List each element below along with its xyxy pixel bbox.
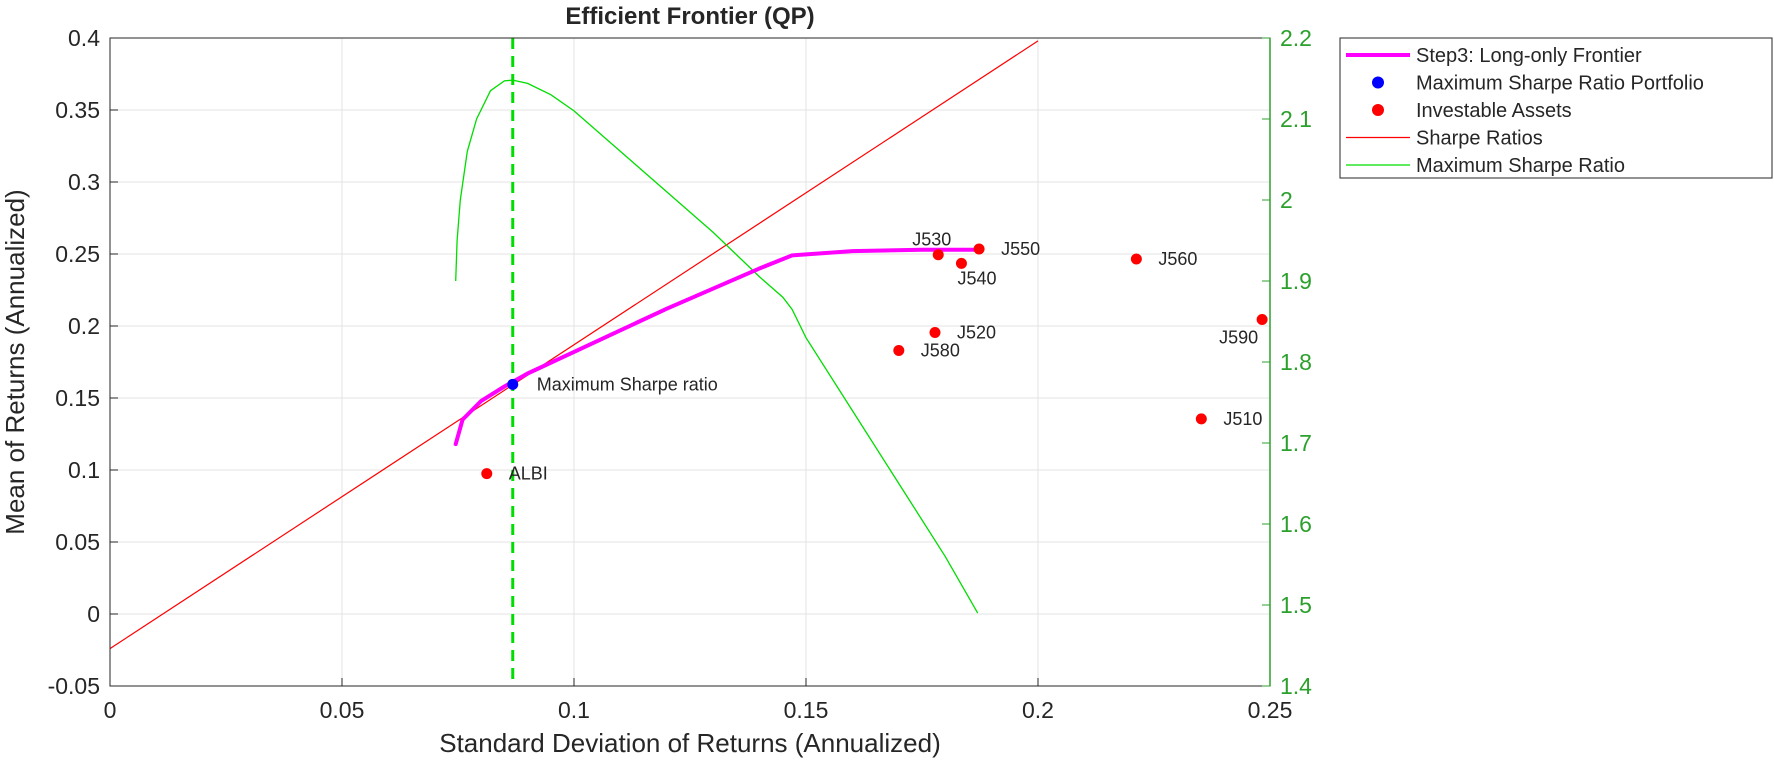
asset-label: J510	[1223, 409, 1262, 429]
legend-entry-label: Maximum Sharpe Ratio	[1416, 155, 1625, 177]
legend-swatch-dot	[1372, 76, 1384, 89]
y-tick-label: 0.05	[55, 529, 100, 555]
right-y-tick-label: 1.4	[1280, 673, 1312, 699]
y-axis-label: Mean of Returns (Annualized)	[0, 189, 30, 534]
right-y-tick-label: 2.1	[1280, 106, 1312, 132]
y-tick-label: 0	[87, 601, 100, 627]
right-y-tick-label: 1.8	[1280, 349, 1312, 375]
legend-entry-label: Maximum Sharpe Ratio Portfolio	[1416, 73, 1704, 95]
chart-title: Efficient Frontier (QP)	[565, 3, 814, 30]
x-tick-label: 0.25	[1248, 697, 1293, 723]
y-tick-label: 0.15	[55, 385, 100, 411]
x-tick-label: 0.05	[320, 697, 365, 723]
y-tick-label: 0.3	[68, 169, 100, 195]
legend: Step3: Long-only Frontier Maximum Sharpe …	[1339, 37, 1773, 179]
y-tick-label: 0.25	[55, 241, 100, 267]
legend-swatch-dot	[1372, 104, 1384, 116]
asset-point	[955, 257, 967, 269]
asset-label: J550	[1001, 239, 1040, 259]
x-tick-label: 0.2	[1022, 697, 1054, 723]
right-y-tick-label: 1.7	[1280, 430, 1312, 456]
asset-point	[893, 344, 905, 356]
asset-label: J560	[1158, 249, 1197, 269]
right-y-tick-label: 1.9	[1280, 268, 1312, 294]
y-tick-label: 0.2	[68, 313, 100, 339]
y-tick-label: 0.1	[68, 457, 100, 483]
max-sharpe-portfolio-label: Maximum Sharpe ratio	[537, 374, 718, 394]
asset-label: ALBI	[509, 464, 548, 484]
x-tick-label: 0	[104, 697, 117, 723]
max-sharpe-ratio-curve	[455, 79, 979, 614]
asset-label: J580	[921, 340, 960, 360]
legend-entry-label: Investable Assets	[1416, 100, 1572, 122]
legend-entry-label: Step3: Long-only Frontier	[1416, 45, 1642, 67]
asset-label: J540	[957, 268, 996, 288]
y-tick-label: 0.35	[55, 97, 100, 123]
sharpe-ratio-line	[109, 40, 1039, 650]
asset-point	[929, 326, 941, 338]
asset-point	[973, 243, 985, 255]
grid	[109, 37, 1271, 687]
y-tick-label: 0.4	[68, 25, 100, 51]
long-only-frontier-line	[453, 247, 985, 447]
x-axis-label: Standard Deviation of Returns (Annualize…	[439, 728, 941, 758]
asset-label: J530	[912, 230, 951, 250]
max-sharpe-portfolio-point	[507, 378, 519, 390]
asset-point	[1130, 253, 1142, 265]
asset-point	[1256, 314, 1268, 326]
asset-point	[932, 249, 944, 261]
asset-point	[481, 468, 493, 480]
right-y-tick-label: 2	[1280, 187, 1293, 213]
tick-layer: 0 0.05 0.1 0.15 0.2 0.25-0.0500.050.10.150.20…	[48, 25, 1313, 723]
legend-box	[1339, 37, 1773, 179]
right-y-tick-label: 2.2	[1280, 25, 1312, 51]
right-y-tick-label: 1.5	[1280, 592, 1312, 618]
x-tick-label: 0.1	[558, 697, 590, 723]
legend-entry-label: Sharpe Ratios	[1416, 128, 1543, 150]
asset-label: J590	[1219, 328, 1258, 348]
asset-point	[1195, 413, 1207, 425]
y-tick-label: -0.05	[48, 673, 100, 699]
asset-label: J520	[957, 322, 996, 342]
right-y-tick-label: 1.6	[1280, 511, 1312, 537]
x-tick-label: 0.15	[784, 697, 829, 723]
